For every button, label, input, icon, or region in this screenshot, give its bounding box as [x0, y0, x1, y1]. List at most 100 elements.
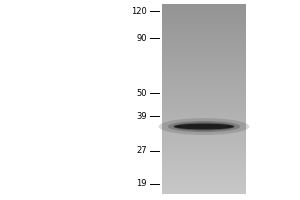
Bar — [162, 115, 246, 116]
Bar — [162, 109, 246, 110]
Bar — [162, 128, 246, 129]
Bar — [162, 98, 246, 99]
Bar — [162, 184, 246, 185]
Bar — [162, 110, 246, 111]
Bar — [162, 47, 246, 48]
Bar — [162, 158, 246, 159]
Bar — [162, 43, 246, 44]
Bar — [162, 87, 246, 88]
Bar — [162, 16, 246, 17]
Bar — [162, 192, 246, 193]
Bar — [162, 84, 246, 85]
Bar — [162, 33, 246, 34]
Bar — [162, 130, 246, 131]
Bar — [162, 14, 246, 15]
Bar — [162, 23, 246, 24]
Bar — [162, 134, 246, 135]
Bar — [162, 182, 246, 183]
Bar — [162, 180, 246, 181]
Bar — [162, 176, 246, 177]
Bar — [162, 170, 246, 171]
Bar — [162, 149, 246, 150]
Bar — [162, 93, 246, 94]
Bar — [162, 69, 246, 70]
Bar — [162, 103, 246, 104]
Bar — [162, 62, 246, 63]
Bar — [162, 157, 246, 158]
Bar — [162, 6, 246, 7]
Bar — [162, 52, 246, 53]
Bar — [162, 172, 246, 173]
Bar — [162, 167, 246, 168]
Text: 90: 90 — [136, 34, 147, 43]
Bar — [162, 56, 246, 57]
Bar — [162, 166, 246, 167]
Bar — [162, 148, 246, 149]
Bar — [162, 96, 246, 97]
Bar — [162, 83, 246, 84]
Bar — [162, 129, 246, 130]
Bar — [162, 154, 246, 155]
Bar — [162, 159, 246, 160]
Bar — [162, 99, 246, 100]
Bar — [162, 114, 246, 115]
Text: 27: 27 — [136, 146, 147, 155]
Bar — [162, 24, 246, 25]
Bar — [162, 41, 246, 42]
Bar — [162, 28, 246, 29]
Bar — [162, 34, 246, 35]
Bar — [162, 7, 246, 8]
Bar — [162, 64, 246, 65]
Bar — [162, 179, 246, 180]
Bar — [162, 108, 246, 109]
Bar — [162, 174, 246, 175]
Bar — [162, 91, 246, 92]
Bar — [162, 132, 246, 133]
Bar — [162, 31, 246, 32]
Bar — [162, 141, 246, 142]
Ellipse shape — [174, 124, 234, 129]
Bar — [162, 165, 246, 166]
Bar — [162, 123, 246, 124]
Bar — [162, 175, 246, 176]
Bar — [162, 61, 246, 62]
Bar — [162, 146, 246, 147]
Bar — [162, 190, 246, 191]
Bar — [162, 68, 246, 69]
Bar — [162, 152, 246, 153]
Bar — [162, 44, 246, 45]
Bar — [162, 82, 246, 83]
Bar — [162, 160, 246, 161]
Bar — [162, 136, 246, 137]
Ellipse shape — [174, 123, 234, 130]
Bar — [162, 122, 246, 123]
Bar — [162, 181, 246, 182]
Bar — [162, 51, 246, 52]
Bar — [162, 171, 246, 172]
Bar — [162, 57, 246, 58]
Bar — [162, 125, 246, 126]
Bar — [162, 147, 246, 148]
Bar — [162, 117, 246, 118]
Ellipse shape — [168, 121, 240, 132]
Bar — [162, 193, 246, 194]
Bar — [162, 11, 246, 12]
Bar — [162, 35, 246, 36]
Bar — [162, 48, 246, 49]
Bar — [162, 27, 246, 28]
Text: 19: 19 — [136, 179, 147, 188]
Bar — [162, 72, 246, 73]
Bar — [162, 164, 246, 165]
Bar — [162, 153, 246, 154]
Bar — [162, 183, 246, 184]
Bar — [162, 50, 246, 51]
Bar — [162, 106, 246, 107]
Bar — [162, 4, 246, 5]
Bar — [162, 137, 246, 138]
Bar — [162, 145, 246, 146]
Bar — [162, 185, 246, 186]
Bar — [162, 54, 246, 55]
Bar — [162, 169, 246, 170]
Bar — [162, 121, 246, 122]
Bar — [162, 104, 246, 105]
